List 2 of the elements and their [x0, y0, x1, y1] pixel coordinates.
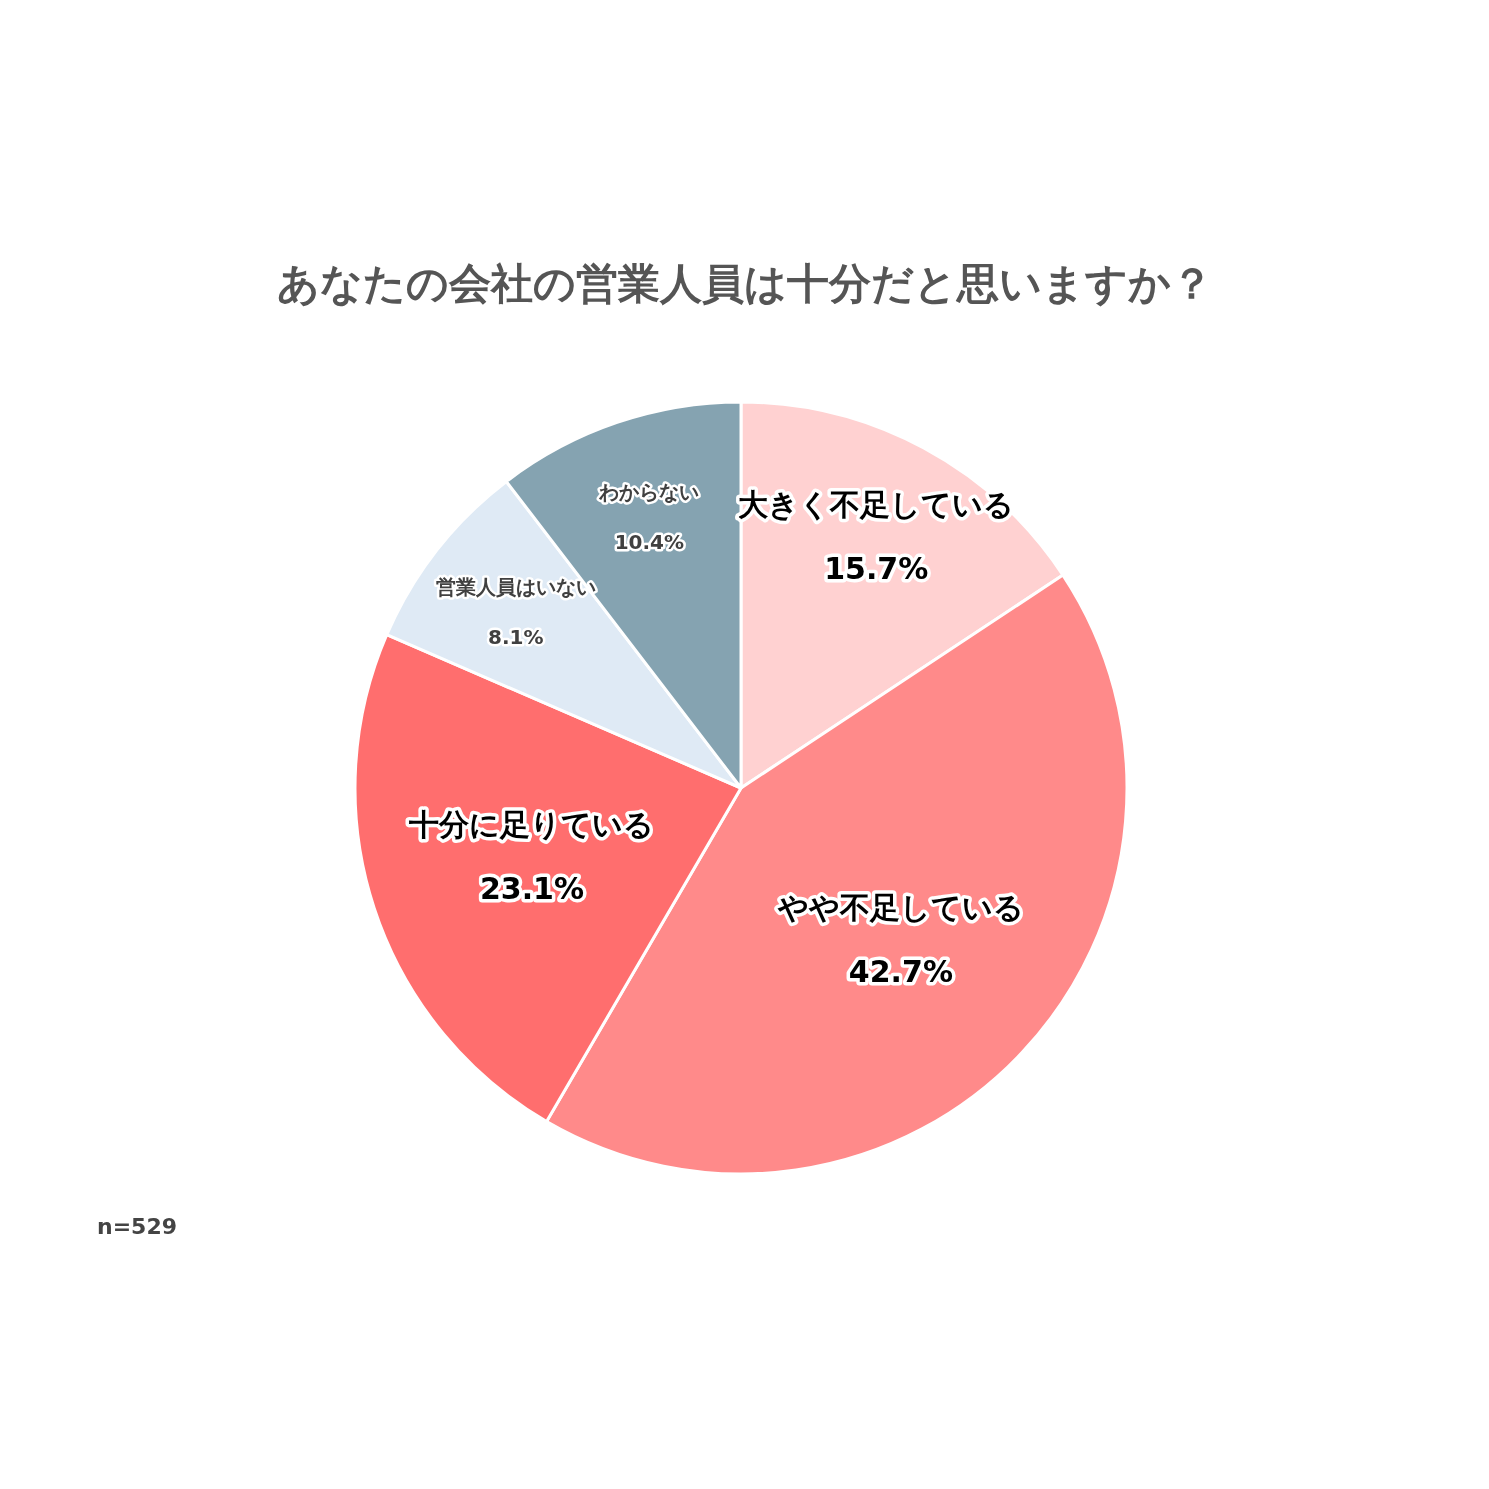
chart-title: あなたの会社の営業人員は十分だと思いますか？: [276, 258, 1213, 308]
text: n=529: [97, 1213, 178, 1239]
